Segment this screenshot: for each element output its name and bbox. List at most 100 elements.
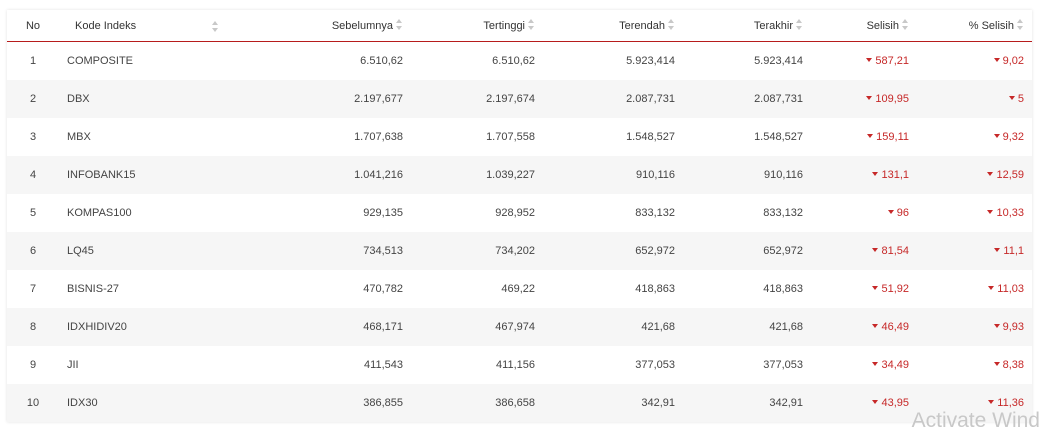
cell-terakhir: 5.923,414 bbox=[754, 55, 803, 67]
cell-terakhir: 833,132 bbox=[763, 207, 803, 219]
cell-selisih: 51,92 bbox=[803, 270, 909, 308]
header-pct-selisih[interactable]: % Selisih bbox=[909, 10, 1032, 42]
sort-icon[interactable] bbox=[396, 19, 403, 31]
cell-tertinggi: 411,156 bbox=[496, 359, 535, 371]
cell-no: 10 bbox=[7, 384, 59, 422]
cell-no: 9 bbox=[29, 359, 37, 371]
table-row[interactable]: 7 BISNIS-27 470,782 469,22 418,863 418,863 51,… bbox=[7, 270, 1032, 308]
cell-pct-selisih: 11,36 bbox=[909, 384, 1032, 422]
header-terakhir[interactable]: Terakhir bbox=[675, 10, 803, 42]
header-selisih[interactable]: Selisih bbox=[803, 10, 909, 42]
activation-watermark: Activate Wind bbox=[911, 409, 1040, 432]
index-table: No Kode Indeks Sebelumnya Tertinggi Tere… bbox=[7, 10, 1032, 422]
caret-down-icon bbox=[867, 134, 874, 139]
cell-terendah: 652,972 bbox=[535, 232, 675, 270]
cell-tertinggi: 469,22 bbox=[501, 283, 535, 295]
cell-kode: KOMPAS100 bbox=[67, 207, 132, 219]
caret-down-icon bbox=[872, 324, 879, 329]
cell-pct-selisih: 8,38 bbox=[909, 346, 1032, 384]
sort-icon[interactable] bbox=[796, 19, 803, 31]
cell-terakhir: 2.087,731 bbox=[675, 80, 803, 118]
cell-kode: JII bbox=[67, 359, 79, 371]
table-row[interactable]: 1 COMPOSITE 6.510,62 6.510,62 5.923,414 5.923… bbox=[7, 42, 1032, 81]
cell-tertinggi: 1.707,558 bbox=[486, 131, 535, 143]
table-row[interactable]: 10 IDX30 386,855 386,658 342,91 342,91 43,95 11… bbox=[7, 384, 1032, 422]
cell-selisih: 109,95 bbox=[803, 80, 909, 118]
cell-terakhir: 418,863 bbox=[763, 283, 803, 295]
caret-down-icon bbox=[993, 134, 1000, 139]
caret-down-icon bbox=[988, 400, 995, 405]
cell-sebelumnya: 1.041,216 bbox=[229, 156, 403, 194]
cell-sebelumnya: 734,513 bbox=[229, 232, 403, 270]
cell-sebelumnya: 411,543 bbox=[364, 359, 403, 371]
table-row[interactable]: 5 KOMPAS100 929,135 928,952 833,132 833,132 96… bbox=[7, 194, 1032, 232]
sort-icon[interactable] bbox=[1017, 19, 1024, 31]
table-row[interactable]: 6 LQ45 734,513 734,202 652,972 652,972 81,54 11… bbox=[7, 232, 1032, 270]
sort-icon[interactable] bbox=[528, 19, 535, 31]
cell-kode: IDX30 bbox=[59, 384, 229, 422]
caret-down-icon bbox=[887, 210, 894, 215]
cell-kode: INFOBANK15 bbox=[59, 156, 229, 194]
cell-selisih: 43,95 bbox=[803, 384, 909, 422]
cell-pct-selisih: 9,02 bbox=[909, 42, 1032, 81]
caret-down-icon bbox=[872, 362, 879, 367]
cell-no: 5 bbox=[29, 207, 37, 219]
cell-pct-selisih: 11,03 bbox=[909, 270, 1032, 308]
caret-down-icon bbox=[872, 400, 879, 405]
sort-icon[interactable] bbox=[902, 19, 909, 31]
table-header-row: No Kode Indeks Sebelumnya Tertinggi Tere… bbox=[7, 10, 1032, 42]
cell-sebelumnya: 386,855 bbox=[229, 384, 403, 422]
cell-kode: LQ45 bbox=[59, 232, 229, 270]
table-row[interactable]: 2 DBX 2.197,677 2.197,674 2.087,731 2.087,731… bbox=[7, 80, 1032, 118]
caret-down-icon bbox=[866, 58, 873, 63]
cell-pct-selisih: 11,1 bbox=[909, 232, 1032, 270]
cell-terendah: 5.923,414 bbox=[626, 55, 675, 67]
cell-sebelumnya: 1.707,638 bbox=[354, 131, 403, 143]
caret-down-icon bbox=[993, 58, 1000, 63]
header-no[interactable]: No bbox=[7, 10, 59, 42]
cell-tertinggi: 1.039,227 bbox=[403, 156, 535, 194]
cell-sebelumnya: 468,171 bbox=[229, 308, 403, 346]
header-kode-indeks[interactable]: Kode Indeks bbox=[59, 10, 229, 42]
caret-down-icon bbox=[872, 286, 879, 291]
header-terendah[interactable]: Terendah bbox=[535, 10, 675, 42]
table-row[interactable]: 8 IDXHIDIV20 468,171 467,974 421,68 421,68 46,… bbox=[7, 308, 1032, 346]
cell-terakhir: 377,053 bbox=[763, 359, 803, 371]
cell-no: 8 bbox=[7, 308, 59, 346]
table-row[interactable]: 4 INFOBANK15 1.041,216 1.039,227 910,116 910,… bbox=[7, 156, 1032, 194]
cell-selisih: 96 bbox=[803, 194, 909, 232]
cell-kode: IDXHIDIV20 bbox=[59, 308, 229, 346]
cell-selisih: 587,21 bbox=[803, 42, 909, 81]
cell-terendah: 377,053 bbox=[635, 359, 675, 371]
cell-terendah: 2.087,731 bbox=[535, 80, 675, 118]
cell-no: 6 bbox=[7, 232, 59, 270]
caret-down-icon bbox=[988, 286, 995, 291]
table-row[interactable]: 3 MBX 1.707,638 1.707,558 1.548,527 1.548,527… bbox=[7, 118, 1032, 156]
cell-sebelumnya: 2.197,677 bbox=[229, 80, 403, 118]
header-sebelumnya[interactable]: Sebelumnya bbox=[229, 10, 403, 42]
sort-icon[interactable] bbox=[668, 19, 675, 31]
caret-down-icon bbox=[993, 324, 1000, 329]
cell-tertinggi: 386,658 bbox=[403, 384, 535, 422]
cell-tertinggi: 2.197,674 bbox=[403, 80, 535, 118]
cell-no: 3 bbox=[29, 131, 37, 143]
cell-pct-selisih: 5 bbox=[909, 80, 1032, 118]
cell-selisih: 46,49 bbox=[803, 308, 909, 346]
cell-sebelumnya: 470,782 bbox=[363, 283, 403, 295]
cell-selisih: 34,49 bbox=[803, 346, 909, 384]
cell-terendah: 418,863 bbox=[635, 283, 675, 295]
cell-sebelumnya: 6.510,62 bbox=[360, 55, 403, 67]
cell-selisih: 159,11 bbox=[803, 118, 909, 156]
cell-terakhir: 652,972 bbox=[675, 232, 803, 270]
cell-no: 7 bbox=[29, 283, 37, 295]
cell-selisih: 81,54 bbox=[803, 232, 909, 270]
header-tertinggi[interactable]: Tertinggi bbox=[403, 10, 535, 42]
cell-pct-selisih: 10,33 bbox=[909, 194, 1032, 232]
cell-terakhir: 910,116 bbox=[675, 156, 803, 194]
cell-tertinggi: 734,202 bbox=[403, 232, 535, 270]
table-row[interactable]: 9 JII 411,543 411,156 377,053 377,053 34,49 8,3… bbox=[7, 346, 1032, 384]
cell-selisih: 131,1 bbox=[803, 156, 909, 194]
cell-tertinggi: 467,974 bbox=[403, 308, 535, 346]
cell-no: 4 bbox=[7, 156, 59, 194]
sort-icon[interactable] bbox=[212, 21, 219, 32]
